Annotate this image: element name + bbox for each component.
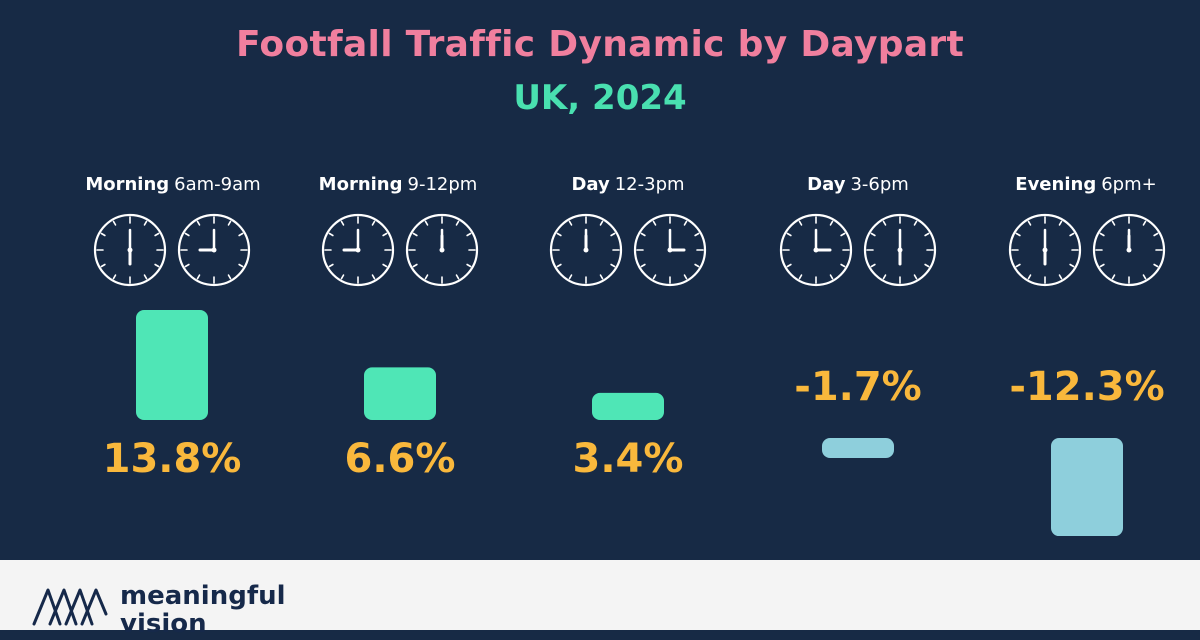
chart-subtitle: UK, 2024: [513, 78, 687, 118]
value-label: -1.7%: [794, 364, 922, 410]
value-label: 3.4%: [573, 436, 684, 482]
bar: [1051, 438, 1123, 537]
bar-chart: 13.8% 6.6% 3.4% -1.7% -12.3%: [93, 213, 1166, 537]
clock-end-icon: [863, 213, 937, 287]
clock-end-icon: [633, 213, 707, 287]
clock-end-icon: [405, 213, 479, 287]
clock-end-icon: [1092, 213, 1166, 287]
bar: [364, 367, 436, 420]
category-range: 12-3pm: [614, 174, 685, 195]
category-label-0: Morning 6am-9am: [53, 174, 293, 195]
category-label-3: Day 3-6pm: [738, 174, 978, 195]
value-label: -12.3%: [1009, 364, 1164, 410]
clock-end-icon: [177, 213, 251, 287]
clock-start-icon: [549, 213, 623, 287]
category-label-4: Evening 6pm+: [966, 174, 1200, 195]
brand-line-2: vision: [120, 609, 207, 639]
category-label-2: Day 12-3pm: [508, 174, 748, 195]
bar: [136, 310, 208, 420]
category-name: Evening: [1015, 174, 1097, 195]
clock-start-icon: [321, 213, 395, 287]
brand-logo-icon: [32, 588, 108, 626]
category-name: Morning: [85, 174, 170, 195]
category-range: 9-12pm: [407, 174, 478, 195]
category-label-1: Morning 9-12pm: [278, 174, 518, 195]
footer: meaningful vision: [0, 560, 1200, 638]
chart-title: Footfall Traffic Dynamic by Daypart: [236, 24, 964, 65]
clock-start-icon: [1008, 213, 1082, 287]
value-label: 6.6%: [345, 436, 456, 482]
brand-line-1: meaningful: [120, 581, 286, 611]
category-name: Morning: [318, 174, 403, 195]
value-label: 13.8%: [103, 436, 242, 482]
bar: [592, 392, 664, 420]
category-range: 6am-9am: [174, 174, 261, 195]
clock-start-icon: [779, 213, 853, 287]
category-name: Day: [807, 174, 846, 195]
clock-start-icon: [93, 213, 167, 287]
category-range: 6pm+: [1101, 174, 1157, 195]
category-range: 3-6pm: [850, 174, 909, 195]
category-name: Day: [571, 174, 610, 195]
bar: [822, 438, 894, 458]
brand-name: meaningful vision: [120, 582, 286, 638]
